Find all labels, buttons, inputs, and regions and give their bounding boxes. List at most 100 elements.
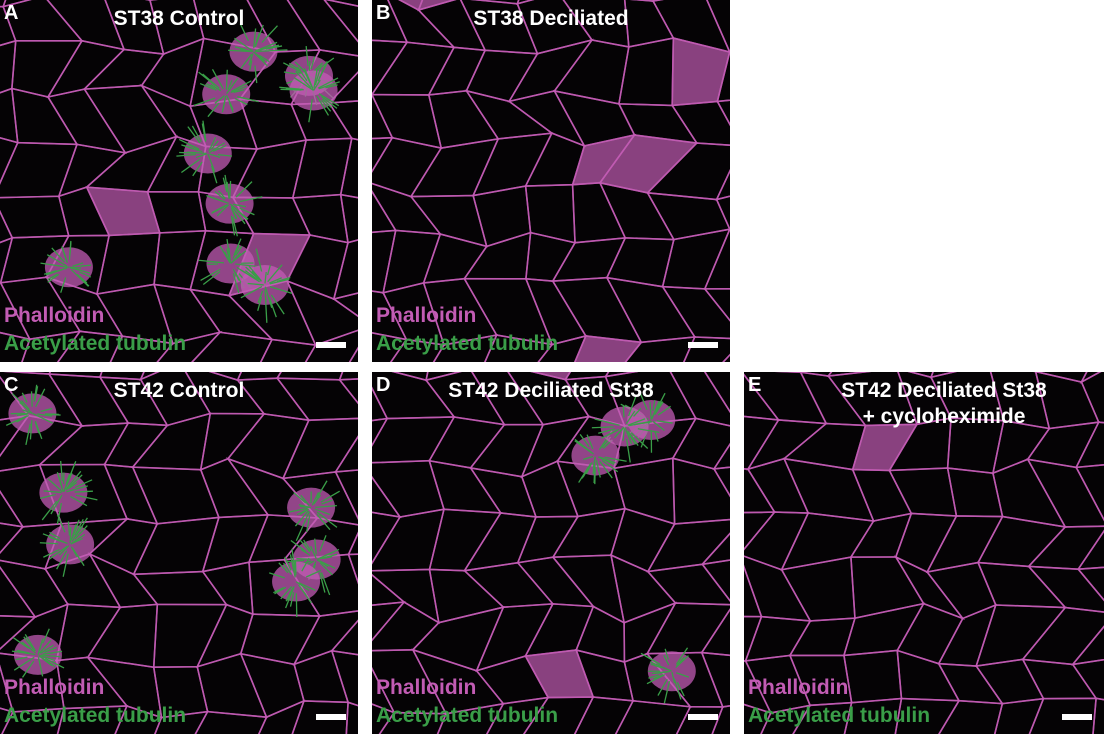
cilium xyxy=(285,588,293,602)
cilium xyxy=(581,463,591,479)
panel-title: ST42 Deciliated St38 + cycloheximide xyxy=(841,379,1047,428)
cell-outline xyxy=(888,467,958,517)
cell-outline xyxy=(573,696,635,734)
cell-outline xyxy=(1021,658,1098,700)
cell-outline xyxy=(946,467,1004,518)
cilium xyxy=(199,82,217,91)
cilium xyxy=(224,174,229,191)
cell-outline xyxy=(715,195,730,231)
cilium xyxy=(308,99,313,123)
cell-outline xyxy=(485,696,550,734)
cilium xyxy=(60,460,64,482)
cell-outline xyxy=(389,338,446,362)
cell-outline xyxy=(1076,566,1104,602)
panel-c: C ST42 Control Phalloidin Acetylated tub… xyxy=(0,372,358,734)
cilium xyxy=(227,80,233,90)
cell-outline xyxy=(700,608,730,657)
cilium xyxy=(298,538,311,553)
cilium xyxy=(42,650,63,655)
cell-outline xyxy=(937,662,1004,705)
cell-outline xyxy=(87,552,159,609)
cilium xyxy=(21,641,36,654)
cilium xyxy=(240,53,253,70)
cilium xyxy=(650,663,662,669)
cell-outline xyxy=(843,697,903,734)
cilium xyxy=(30,391,33,407)
cilium xyxy=(39,639,52,654)
cell-outline xyxy=(11,40,84,98)
cilium xyxy=(181,144,199,152)
scale-bar xyxy=(1062,714,1092,720)
micrograph-e xyxy=(744,372,1104,734)
panel-letter: A xyxy=(4,2,19,24)
cell-outline xyxy=(551,276,643,344)
cilium xyxy=(205,83,216,90)
cell-outline xyxy=(975,604,1067,668)
cilium xyxy=(254,65,258,84)
cell-outline xyxy=(571,181,627,244)
cilium xyxy=(217,153,233,157)
cell-outline xyxy=(372,182,442,236)
cell-outline xyxy=(131,412,212,471)
cell-outline xyxy=(0,522,25,555)
cilium xyxy=(301,557,310,572)
cell-outline xyxy=(55,603,122,662)
cilium xyxy=(268,297,277,318)
cilium xyxy=(675,647,689,665)
cilium xyxy=(237,96,259,103)
cilium xyxy=(206,195,229,204)
cilium xyxy=(71,525,84,542)
cell-outline xyxy=(339,137,358,199)
cilium xyxy=(253,51,268,67)
cell-outline xyxy=(37,422,130,466)
cell-outline xyxy=(82,84,178,154)
cell-outline xyxy=(896,649,961,702)
cilium xyxy=(305,569,322,578)
cilium xyxy=(289,591,295,607)
cell-outline xyxy=(372,229,397,294)
cilium xyxy=(671,671,676,684)
cilium xyxy=(176,153,196,157)
cilium xyxy=(62,553,69,577)
cilium xyxy=(216,204,229,217)
cilium xyxy=(228,49,250,53)
cell-outline xyxy=(103,422,169,468)
cilium xyxy=(280,586,293,600)
cell-outline xyxy=(624,336,697,362)
cilium xyxy=(255,50,267,53)
cell-outline xyxy=(131,466,221,525)
cilium xyxy=(649,661,672,672)
cilium xyxy=(265,45,283,50)
cilium xyxy=(46,254,68,267)
cilium xyxy=(652,420,665,432)
cilium xyxy=(288,507,308,513)
cilium xyxy=(29,420,33,440)
cilium xyxy=(264,286,273,309)
cell-outline xyxy=(700,532,730,566)
cilium xyxy=(70,495,88,507)
cilium xyxy=(627,418,646,426)
cilium xyxy=(39,493,56,500)
multiciliated-cell xyxy=(600,406,649,447)
cilium xyxy=(316,480,328,499)
cilium xyxy=(324,548,340,557)
cell-outline xyxy=(334,435,358,473)
cell-outline xyxy=(894,697,961,734)
cell-outline xyxy=(976,561,1068,609)
cilium xyxy=(188,143,200,151)
cilium xyxy=(633,407,642,417)
cilium xyxy=(234,37,254,52)
micrograph-c xyxy=(0,372,358,734)
cilium xyxy=(261,25,278,43)
cilium xyxy=(325,84,338,89)
cilium xyxy=(79,271,92,278)
cilium xyxy=(35,388,46,408)
cilium xyxy=(313,70,318,88)
cilium xyxy=(289,554,296,578)
cell-outline xyxy=(553,39,630,105)
cell-outline xyxy=(330,619,358,656)
cilium xyxy=(65,470,82,490)
cilium xyxy=(585,462,593,475)
cell-outline xyxy=(1026,458,1104,528)
acetylated-tubulin-label: Acetylated tubulin xyxy=(4,704,187,727)
